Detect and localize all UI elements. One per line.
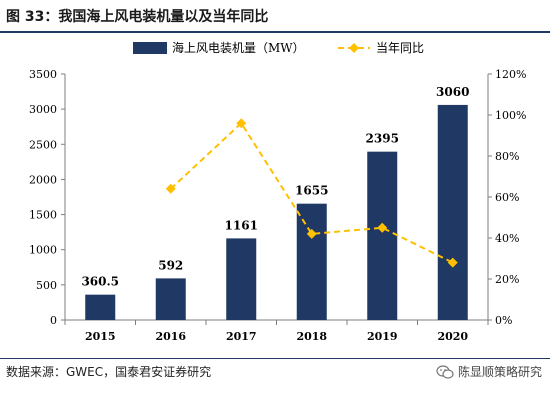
bar xyxy=(226,238,257,320)
y-left-tick-label: 3500 xyxy=(29,68,57,81)
x-tick-label: 2017 xyxy=(226,330,257,343)
yoy-point xyxy=(377,222,388,233)
figure-title: 图 33：我国海上风电装机量以及当年同比 xyxy=(6,9,269,25)
y-left-tick-label: 3000 xyxy=(29,103,57,116)
x-tick-label: 2020 xyxy=(437,330,468,343)
bar-data-label: 1655 xyxy=(295,184,328,198)
bar-data-label: 1161 xyxy=(225,218,258,232)
legend-bar-swatch xyxy=(133,42,167,54)
y-right-tick-label: 80% xyxy=(495,150,519,163)
bar-data-label: 360.5 xyxy=(81,275,119,289)
source-note: 数据来源：GWEC，国泰君安证券研究 xyxy=(6,365,212,379)
legend-line-label: 当年同比 xyxy=(376,41,424,55)
bar-data-label: 2395 xyxy=(366,132,399,146)
x-tick-label: 2018 xyxy=(296,330,327,343)
y-left-tick-label: 1500 xyxy=(29,209,57,222)
y-right-tick-label: 20% xyxy=(495,273,519,286)
title-bar: 图 33：我国海上风电装机量以及当年同比 xyxy=(0,0,550,33)
brand-name: 陈显顺策略研究 xyxy=(457,365,542,379)
bar-data-label: 592 xyxy=(158,258,183,272)
bar xyxy=(85,294,116,320)
x-tick-label: 2016 xyxy=(155,330,186,343)
y-left-tick-label: 2500 xyxy=(29,138,57,151)
y-right-tick-label: 60% xyxy=(495,191,519,204)
y-left-tick-label: 500 xyxy=(36,279,57,292)
yoy-point xyxy=(165,183,176,194)
yoy-point xyxy=(306,228,317,239)
footer: 数据来源：GWEC，国泰君安证券研究 陈显顺策略研究 xyxy=(0,358,550,404)
legend-line-marker xyxy=(349,43,359,53)
y-right-tick-label: 120% xyxy=(495,68,526,81)
legend-bar-label: 海上风电装机量（MW） xyxy=(172,40,305,55)
brand-mark: 陈显顺策略研究 xyxy=(436,363,542,380)
y-right-tick-label: 0% xyxy=(495,314,512,327)
y-left-tick-label: 1000 xyxy=(29,244,57,257)
wechat-icon xyxy=(436,364,454,379)
bar xyxy=(155,278,186,320)
x-tick-label: 2015 xyxy=(85,330,116,343)
y-right-tick-label: 40% xyxy=(495,232,519,245)
bar xyxy=(296,203,327,320)
bar-data-label: 3060 xyxy=(436,85,469,99)
yoy-point xyxy=(447,257,458,268)
y-right-tick-label: 100% xyxy=(495,109,526,122)
yoy-line xyxy=(170,121,454,264)
bar xyxy=(367,151,398,320)
x-tick-label: 2019 xyxy=(367,330,398,343)
yoy-point xyxy=(236,118,247,129)
bar xyxy=(437,104,468,320)
y-left-tick-label: 2000 xyxy=(29,173,57,186)
y-left-tick-label: 0 xyxy=(50,314,57,327)
chart: 0 500 1000 1500 2000 2500 3000 3500 0% 20% 40% 60% 8… xyxy=(29,40,526,343)
